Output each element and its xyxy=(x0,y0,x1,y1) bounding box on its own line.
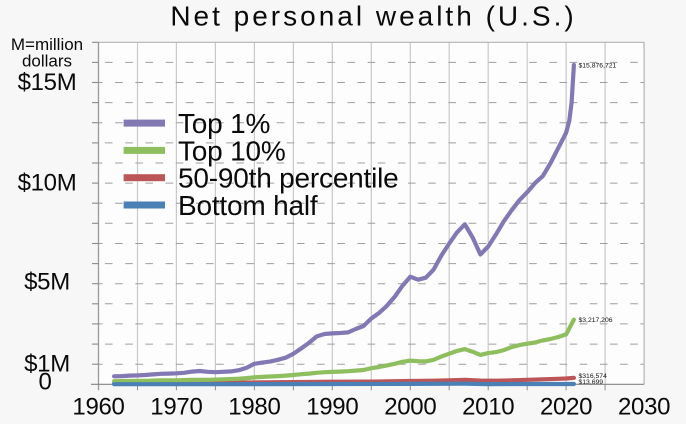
svg-text:$1M: $1M xyxy=(24,351,70,378)
svg-text:2020: 2020 xyxy=(540,394,592,421)
svg-text:dollars: dollars xyxy=(22,52,72,71)
svg-text:2000: 2000 xyxy=(384,394,436,421)
svg-text:Net personal wealth (U.S.): Net personal wealth (U.S.) xyxy=(170,1,576,32)
svg-text:1970: 1970 xyxy=(150,394,202,421)
svg-text:M=million: M=million xyxy=(11,35,83,54)
svg-text:Top 1%: Top 1% xyxy=(178,108,270,139)
svg-text:1960: 1960 xyxy=(72,394,124,421)
svg-text:$316,574: $316,574 xyxy=(579,373,608,380)
svg-text:1980: 1980 xyxy=(228,394,280,421)
svg-text:Bottom half: Bottom half xyxy=(178,190,318,221)
svg-text:Top 10%: Top 10% xyxy=(178,135,286,166)
svg-text:$10M: $10M xyxy=(18,170,77,197)
svg-text:50-90th percentile: 50-90th percentile xyxy=(178,163,399,194)
svg-text:1990: 1990 xyxy=(306,394,358,421)
svg-text:$13,699: $13,699 xyxy=(579,379,604,386)
svg-text:2010: 2010 xyxy=(462,394,514,421)
svg-text:0: 0 xyxy=(38,369,51,396)
svg-text:$15,876,721: $15,876,721 xyxy=(579,63,617,70)
svg-text:$3,217,206: $3,217,206 xyxy=(579,317,613,324)
svg-text:$15M: $15M xyxy=(18,69,77,96)
svg-text:2030: 2030 xyxy=(618,394,670,421)
svg-text:$5M: $5M xyxy=(24,269,70,296)
